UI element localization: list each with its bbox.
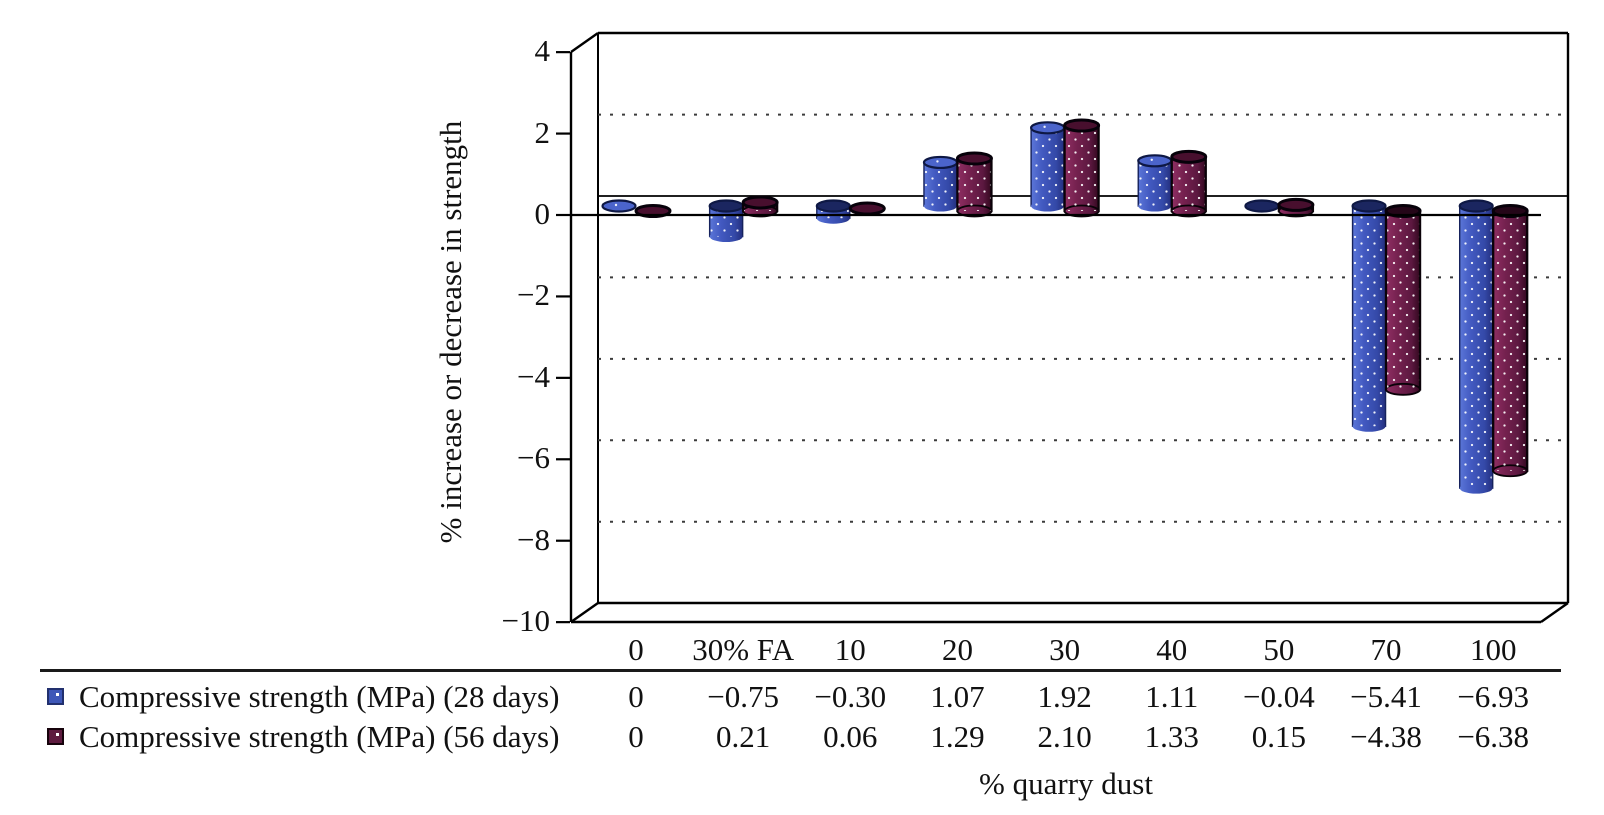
- legend-label-56days: Compressive strength (MPa) (56 days): [79, 719, 560, 754]
- table-value-28days-70: −5.41: [1350, 679, 1422, 714]
- table-value-56days-50: 0.15: [1251, 719, 1307, 754]
- x-category-label-30: 30: [1049, 632, 1081, 667]
- table-value-28days-30: 1.92: [1037, 679, 1092, 714]
- table-value-56days-30: 2.10: [1037, 719, 1092, 754]
- box-topleft-diagonal: [570, 32, 599, 53]
- x-axis-title: % quarry dust: [979, 766, 1153, 801]
- cylinder-28days-0: [601, 199, 637, 213]
- y-tick-label--6: −6: [517, 440, 550, 476]
- table-value-56days-70: −4.38: [1350, 719, 1422, 754]
- cylinder-56days-10: [848, 201, 886, 216]
- y-tick-label--4: −4: [517, 358, 550, 394]
- y-tick-label-2: 2: [534, 114, 551, 150]
- table-value-56days-30% FA: 0.21: [716, 719, 771, 754]
- x-category-label-70: 70: [1370, 632, 1402, 667]
- y-tick-label--2: −2: [517, 277, 550, 313]
- cylinder-56days-0: [634, 204, 672, 218]
- y-tick-label-4: 4: [534, 33, 551, 69]
- cylinder-56days-70: [1384, 204, 1422, 396]
- cylinder-56days-30: [1063, 118, 1101, 218]
- x-category-label-0: 0: [628, 632, 644, 667]
- y-tick-label-0: 0: [534, 196, 551, 231]
- table-value-28days-100: −6.93: [1457, 679, 1530, 714]
- table-value-56days-40: 1.33: [1144, 719, 1199, 754]
- marker-highlight-dot: [56, 693, 59, 696]
- table-value-28days-20: 1.07: [930, 679, 985, 714]
- x-category-label-100: 100: [1469, 632, 1517, 667]
- y-tick-label--10: −10: [501, 603, 550, 639]
- legend-marker-28days: [47, 688, 64, 705]
- y-tick-label--8: −8: [517, 521, 550, 557]
- table-top-border: [40, 669, 1561, 672]
- table-value-28days-40: 1.11: [1145, 679, 1199, 714]
- cylinder-28days-70: [1351, 199, 1387, 432]
- x-category-label-50: 50: [1263, 632, 1295, 667]
- table-value-56days-20: 1.29: [930, 719, 985, 754]
- cylinder-56days-50: [1277, 197, 1315, 218]
- x-category-label-40: 40: [1156, 632, 1188, 667]
- x-category-label-20: 20: [941, 632, 973, 667]
- cylinder-56days-40: [1170, 149, 1208, 218]
- cylinder-28days-20: [922, 155, 959, 212]
- table-value-28days-0: 0: [628, 679, 644, 714]
- cylinder-28days-40: [1137, 154, 1173, 212]
- box-bottomright-diagonal: [1540, 602, 1569, 623]
- table-value-56days-10: 0.06: [823, 719, 878, 754]
- cylinder-56days-30% FA: [741, 195, 779, 218]
- x-category-label-10: 10: [834, 632, 866, 667]
- cylinder-28days-10: [815, 199, 851, 224]
- marker-highlight-dot: [56, 733, 59, 736]
- cylinder-56days-20: [955, 151, 993, 218]
- cylinder-28days-30: [1029, 121, 1066, 212]
- cylinder-28days-100: [1458, 199, 1494, 494]
- legend-marker-56days: [47, 728, 64, 745]
- legend-label-28days: Compressive strength (MPa) (28 days): [79, 679, 560, 714]
- table-value-56days-0: 0: [628, 719, 644, 754]
- cylinder-28days-30% FA: [708, 199, 744, 243]
- table-value-28days-10: −0.30: [814, 679, 887, 714]
- cylinder-28days-50: [1244, 199, 1280, 213]
- box-bottomleft-diagonal: [570, 602, 599, 623]
- cylinder-56days-100: [1491, 204, 1529, 478]
- table-value-56days-100: −6.38: [1457, 719, 1530, 754]
- table-value-28days-50: −0.04: [1243, 679, 1315, 714]
- table-value-28days-30% FA: −0.75: [707, 679, 779, 714]
- x-category-label-30% FA: 30% FA: [692, 632, 795, 667]
